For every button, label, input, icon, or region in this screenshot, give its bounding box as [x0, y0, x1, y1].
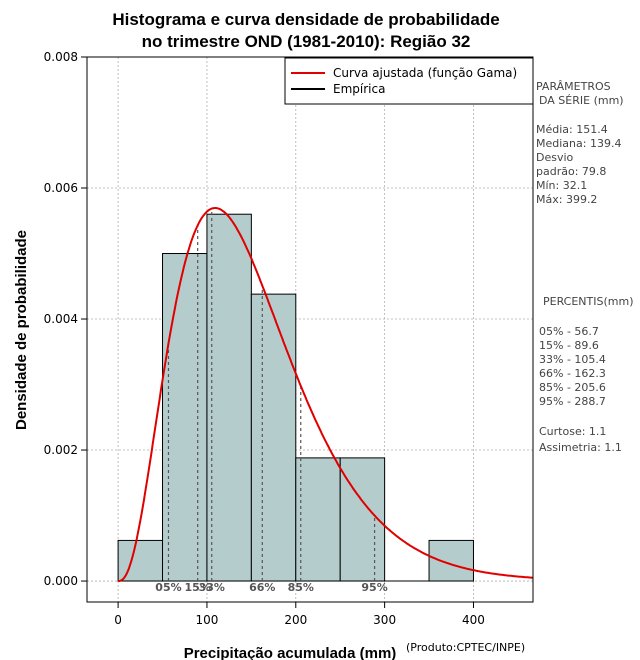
histogram-bar-0 [117, 539, 164, 582]
params-panel: PARÂMETROS DA SÉRIE (mm) Média: 151.4 Me… [536, 80, 624, 206]
y-tick-label-0: 0.000 [44, 574, 78, 588]
x-tick-label-4: 400 [462, 613, 485, 627]
percentil-row-05: 05% - 56.7 [539, 325, 599, 338]
percentile-label-5: 95% [361, 581, 387, 594]
param-media: Média: 151.4 [536, 123, 608, 136]
x-tick-label-3: 300 [373, 613, 396, 627]
y-tick-label-1: 0.002 [44, 443, 78, 457]
percentile-lines [167, 208, 376, 582]
product-credit: (Produto:CPTEC/INPE) [406, 641, 525, 654]
histogram-bar-4 [295, 457, 341, 582]
plot-frame [86, 56, 534, 603]
legend-label-fitted: Curva ajustada (função Gama) [333, 66, 517, 80]
percentil-row-66: 66% - 162.3 [539, 367, 606, 380]
legend-box [284, 57, 534, 105]
percentile-label-0: 05% [155, 581, 181, 594]
y-axis-ticks: 0.000 0.002 0.004 0.006 0.008 [44, 50, 87, 588]
x-axis-ticks: 0 100 200 300 400 [114, 602, 485, 627]
percentile-label-4: 85% [288, 581, 314, 594]
param-max: Máx: 399.2 [536, 193, 597, 206]
percentil-row-33: 33% - 105.4 [539, 353, 606, 366]
percentile-label-1: 15% [185, 581, 211, 594]
percentis-panel: PERCENTIS(mm) 05% - 56.7 15% - 89.6 33% … [539, 295, 634, 454]
percentil-row-15: 15% - 89.6 [539, 339, 599, 352]
assimetria-value: Assimetria: 1.1 [539, 441, 622, 454]
x-tick-label-1: 100 [195, 613, 218, 627]
legend: Curva ajustada (função Gama) Empírica [284, 57, 534, 105]
chart-title-line2: no trimestre OND (1981-2010): Região 32 [142, 32, 471, 51]
curtose-value: Curtose: 1.1 [539, 425, 606, 438]
y-tick-label-2: 0.004 [44, 312, 78, 326]
percentil-row-95: 95% - 288.7 [539, 395, 606, 408]
x-axis-label: Precipitação acumulada (mm) [184, 645, 397, 660]
percentile-label-2: 33% [199, 581, 225, 594]
percentile-labels: 05% 15%33% 66% 85% 95% [155, 581, 387, 594]
param-desvio-value: padrão: 79.8 [536, 165, 606, 178]
param-mediana: Mediana: 139.4 [536, 137, 621, 150]
chart-title-line1: Histograma e curva densidade de probabil… [112, 10, 499, 29]
percentil-row-85: 85% - 205.6 [539, 381, 606, 394]
y-tick-label-4: 0.008 [44, 50, 78, 64]
params-title-line2: DA SÉRIE (mm) [539, 94, 624, 107]
param-desvio-label: Desvio [536, 151, 574, 164]
legend-label-empirical: Empírica [333, 82, 385, 96]
histogram-bar-2 [206, 213, 252, 582]
histogram-bar-3 [250, 293, 297, 582]
percentis-title: PERCENTIS(mm) [543, 295, 634, 308]
gamma-fit-curve [118, 207, 533, 582]
histogram-bar-7 [428, 539, 474, 582]
histogram-bar-1 [162, 253, 208, 582]
params-title-line1: PARÂMETROS [536, 80, 611, 93]
y-tick-label-3: 0.006 [44, 181, 78, 195]
x-tick-label-0: 0 [114, 613, 122, 627]
percentile-label-3: 66% [249, 581, 275, 594]
y-axis-label: Densidade de probabilidade [13, 230, 30, 430]
histogram-bars [117, 213, 474, 582]
param-min: Mín: 32.1 [536, 179, 587, 192]
x-tick-label-2: 200 [284, 613, 307, 627]
